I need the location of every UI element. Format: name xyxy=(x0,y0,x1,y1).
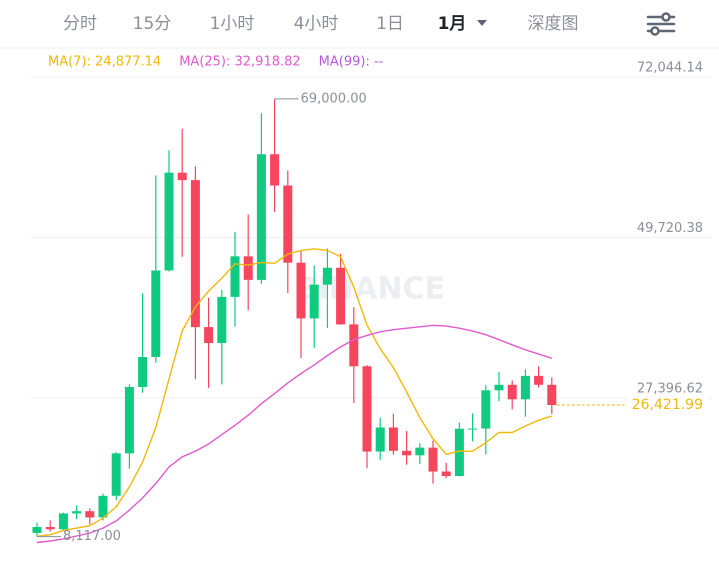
candle-body xyxy=(45,527,55,530)
tab[interactable]: 分时 xyxy=(63,14,97,34)
ma-legend: MA(99): -- xyxy=(319,55,384,70)
candle-body xyxy=(177,172,187,181)
candle-body xyxy=(85,511,95,518)
candle-body xyxy=(190,180,200,328)
watermark: BINANCE xyxy=(295,272,445,307)
settings-icon[interactable] xyxy=(646,12,676,36)
candle-body xyxy=(309,284,319,319)
ma-line xyxy=(36,248,553,537)
tab[interactable]: 1小时 xyxy=(210,14,255,34)
low-marker-label: 8,117.00 xyxy=(63,529,121,544)
candle-body xyxy=(296,262,306,319)
candle-body xyxy=(388,427,398,451)
candle-body xyxy=(375,427,385,452)
tab[interactable]: 4小时 xyxy=(294,14,339,34)
last-price-box xyxy=(628,394,708,415)
candle-body xyxy=(204,327,214,343)
candle-body xyxy=(164,172,174,271)
tab[interactable]: 深度图 xyxy=(528,14,579,34)
candle-body xyxy=(454,428,464,477)
ma-line xyxy=(36,324,553,544)
candle-body xyxy=(520,375,530,400)
candle-body xyxy=(151,270,161,358)
tab[interactable]: 1月 xyxy=(438,14,467,34)
candle-body xyxy=(243,256,253,280)
candle-body xyxy=(494,384,504,391)
candle-body xyxy=(507,384,517,400)
candle-body xyxy=(138,357,148,387)
candle-body xyxy=(336,267,346,325)
candle-body xyxy=(441,471,451,477)
candle-body xyxy=(349,324,359,367)
candle-body xyxy=(58,513,68,530)
candle-body xyxy=(256,154,266,280)
candle-body xyxy=(270,154,280,186)
candle-body xyxy=(362,366,372,452)
candle-body xyxy=(415,447,425,456)
candle-body xyxy=(547,384,557,405)
y-tick-label: 49,720.38 xyxy=(637,221,703,236)
candle-body xyxy=(32,527,42,533)
tab[interactable]: 15分 xyxy=(133,14,172,34)
candle-body xyxy=(111,453,121,496)
tab[interactable]: 1日 xyxy=(376,14,404,34)
candle-body xyxy=(481,390,491,429)
high-marker-label: 69,000.00 xyxy=(301,91,367,106)
candle-body xyxy=(230,256,240,297)
candle-body xyxy=(217,296,227,343)
ma-legend: MA(7): 24,877.14 xyxy=(48,55,161,70)
tab-dropdown-arrow xyxy=(477,20,487,26)
candle-body xyxy=(72,511,82,514)
y-tick-label: 27,396.62 xyxy=(637,381,703,396)
candle-body xyxy=(428,447,438,472)
candle-body xyxy=(98,495,108,518)
candle-body xyxy=(534,375,544,385)
candle-body xyxy=(124,387,134,454)
y-tick-label: 72,044.14 xyxy=(637,61,703,76)
candle-body xyxy=(402,450,412,456)
candle-body xyxy=(322,267,332,285)
last-price-label: 26,421.99 xyxy=(632,397,703,413)
candle-body xyxy=(283,185,293,263)
candle-body xyxy=(468,428,478,430)
ma-legend: MA(25): 32,918.82 xyxy=(179,55,300,70)
